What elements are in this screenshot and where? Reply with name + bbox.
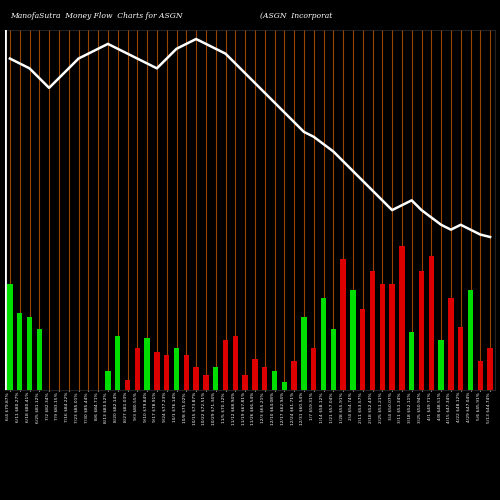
Bar xyxy=(311,348,316,390)
Bar xyxy=(115,336,120,390)
Bar xyxy=(370,271,375,390)
Bar xyxy=(105,371,110,390)
Bar xyxy=(360,310,366,390)
Bar xyxy=(399,246,404,390)
Bar xyxy=(17,313,22,390)
Bar xyxy=(390,284,395,390)
Bar xyxy=(144,338,150,390)
Bar xyxy=(232,336,238,390)
Bar xyxy=(27,317,32,390)
Bar xyxy=(252,360,258,390)
Bar xyxy=(7,284,12,390)
Bar xyxy=(36,328,42,390)
Bar xyxy=(203,374,208,390)
Bar xyxy=(223,340,228,390)
Bar xyxy=(448,298,454,390)
Bar xyxy=(282,382,287,390)
Bar xyxy=(458,326,464,390)
Bar xyxy=(301,317,306,390)
Bar xyxy=(134,348,140,390)
Bar xyxy=(272,371,277,390)
Bar xyxy=(125,380,130,390)
Bar xyxy=(340,260,346,390)
Bar xyxy=(213,367,218,390)
Bar xyxy=(164,356,170,390)
Bar xyxy=(292,361,297,390)
Bar xyxy=(350,290,356,390)
Bar xyxy=(330,328,336,390)
Bar xyxy=(438,340,444,390)
Bar xyxy=(428,256,434,390)
Bar xyxy=(419,271,424,390)
Text: (ASGN  Incorporat: (ASGN Incorporat xyxy=(260,12,332,20)
Bar xyxy=(194,367,199,390)
Bar xyxy=(184,356,189,390)
Bar xyxy=(468,290,473,390)
Bar xyxy=(380,284,385,390)
Bar xyxy=(174,348,179,390)
Bar xyxy=(154,352,160,390)
Bar xyxy=(409,332,414,390)
Bar xyxy=(242,374,248,390)
Bar xyxy=(262,367,268,390)
Bar xyxy=(478,361,483,390)
Text: ManofaSutra  Money Flow  Charts for ASGN: ManofaSutra Money Flow Charts for ASGN xyxy=(10,12,182,20)
Bar xyxy=(488,348,493,390)
Bar xyxy=(321,298,326,390)
